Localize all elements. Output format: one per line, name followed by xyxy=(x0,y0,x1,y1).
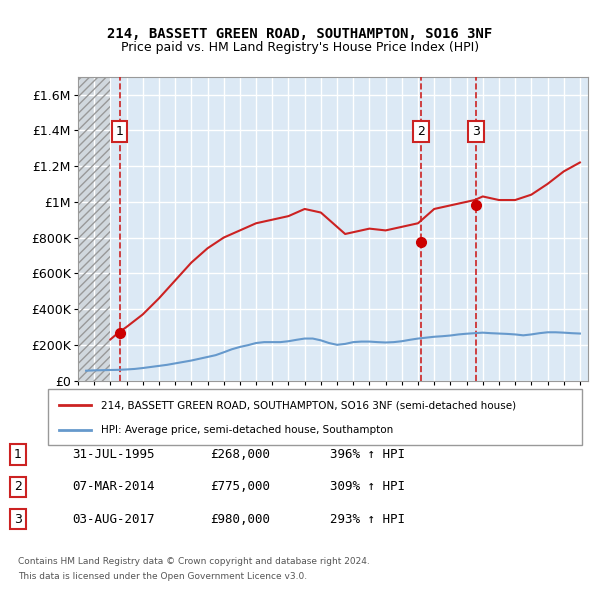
FancyBboxPatch shape xyxy=(48,389,582,445)
Text: 1: 1 xyxy=(116,125,124,138)
Bar xyxy=(78,77,110,381)
Text: This data is licensed under the Open Government Licence v3.0.: This data is licensed under the Open Gov… xyxy=(18,572,307,581)
Text: 3: 3 xyxy=(14,513,22,526)
Text: 214, BASSETT GREEN ROAD, SOUTHAMPTON, SO16 3NF: 214, BASSETT GREEN ROAD, SOUTHAMPTON, SO… xyxy=(107,27,493,41)
Text: 309% ↑ HPI: 309% ↑ HPI xyxy=(330,480,405,493)
Text: £268,000: £268,000 xyxy=(210,448,270,461)
Text: 2: 2 xyxy=(417,125,425,138)
Text: Price paid vs. HM Land Registry's House Price Index (HPI): Price paid vs. HM Land Registry's House … xyxy=(121,41,479,54)
Text: 396% ↑ HPI: 396% ↑ HPI xyxy=(330,448,405,461)
Text: £775,000: £775,000 xyxy=(210,480,270,493)
Text: £980,000: £980,000 xyxy=(210,513,270,526)
Bar xyxy=(78,77,110,381)
Text: 31-JUL-1995: 31-JUL-1995 xyxy=(72,448,155,461)
Text: 2: 2 xyxy=(14,480,22,493)
Text: 3: 3 xyxy=(472,125,480,138)
Text: Contains HM Land Registry data © Crown copyright and database right 2024.: Contains HM Land Registry data © Crown c… xyxy=(18,558,370,566)
Text: 03-AUG-2017: 03-AUG-2017 xyxy=(72,513,155,526)
Text: 293% ↑ HPI: 293% ↑ HPI xyxy=(330,513,405,526)
Text: HPI: Average price, semi-detached house, Southampton: HPI: Average price, semi-detached house,… xyxy=(101,425,394,435)
Text: 07-MAR-2014: 07-MAR-2014 xyxy=(72,480,155,493)
Text: 1: 1 xyxy=(14,448,22,461)
Text: 214, BASSETT GREEN ROAD, SOUTHAMPTON, SO16 3NF (semi-detached house): 214, BASSETT GREEN ROAD, SOUTHAMPTON, SO… xyxy=(101,400,517,410)
